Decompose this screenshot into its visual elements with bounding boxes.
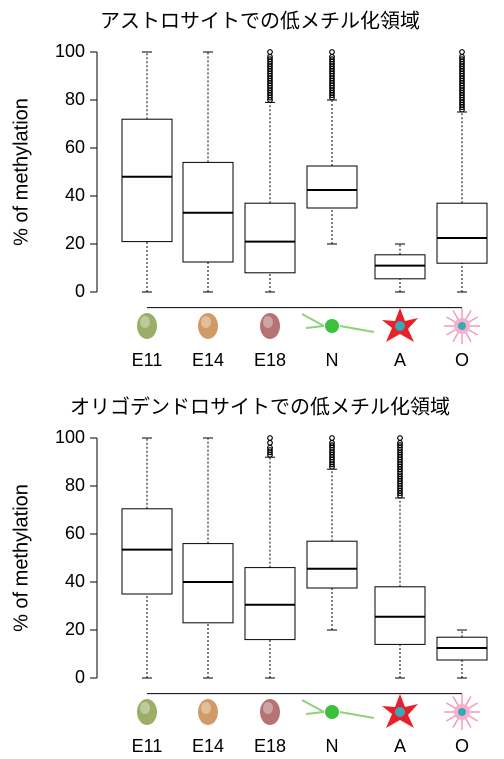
neuron-body bbox=[325, 705, 339, 719]
y-tick-label: 40 bbox=[65, 571, 85, 591]
cell-highlight bbox=[201, 702, 211, 714]
outlier bbox=[330, 436, 335, 441]
box bbox=[307, 541, 357, 588]
x-tick-label: A bbox=[394, 350, 406, 370]
outlier bbox=[460, 50, 465, 55]
box bbox=[375, 587, 425, 645]
box bbox=[437, 203, 487, 263]
box bbox=[245, 203, 295, 273]
astrocyte-nucleus bbox=[395, 707, 405, 717]
chart-title: アストロサイトでの低メチル化領域 bbox=[100, 9, 420, 32]
box bbox=[122, 119, 172, 241]
cell-highlight bbox=[140, 316, 150, 328]
outlier bbox=[330, 50, 335, 55]
x-tick-label: E18 bbox=[254, 350, 286, 370]
y-tick-label: 40 bbox=[65, 185, 85, 205]
cell-highlight bbox=[140, 702, 150, 714]
box bbox=[122, 509, 172, 594]
box bbox=[375, 255, 425, 279]
y-tick-label: 20 bbox=[65, 233, 85, 253]
cell-highlight bbox=[263, 316, 273, 328]
x-tick-label: N bbox=[326, 736, 339, 756]
y-tick-label: 0 bbox=[75, 667, 85, 687]
x-tick-label: E18 bbox=[254, 736, 286, 756]
chart-panel: アストロサイトでの低メチル化領域 % of methylation 0 20 40 60 8… bbox=[10, 9, 487, 369]
oligo-nucleus bbox=[458, 708, 466, 716]
box bbox=[183, 544, 233, 623]
box bbox=[307, 166, 357, 208]
cell-highlight bbox=[201, 316, 211, 328]
oligo-nucleus bbox=[458, 322, 466, 330]
chart-panel: オリゴデンドロサイトでの低メチル化領域 % of methylation 0 20 40… bbox=[10, 395, 487, 755]
y-tick-label: 100 bbox=[55, 427, 85, 447]
y-axis-label: % of methylation bbox=[10, 98, 32, 246]
outlier bbox=[268, 50, 273, 55]
x-tick-label: N bbox=[326, 350, 339, 370]
y-tick-label: 80 bbox=[65, 475, 85, 495]
y-tick-label: 20 bbox=[65, 619, 85, 639]
neuron-body bbox=[325, 319, 339, 333]
box bbox=[245, 568, 295, 640]
page: {"chart_data": [ {"type": "box", "title"… bbox=[0, 0, 504, 759]
y-tick-label: 60 bbox=[65, 137, 85, 157]
outlier bbox=[268, 441, 273, 446]
x-tick-label: E14 bbox=[192, 736, 224, 756]
chart-title: オリゴデンドロサイトでの低メチル化領域 bbox=[70, 395, 450, 418]
x-tick-label: E11 bbox=[132, 350, 163, 370]
x-tick-label: E11 bbox=[132, 736, 163, 756]
x-tick-label: E14 bbox=[192, 350, 224, 370]
y-tick-label: 0 bbox=[75, 281, 85, 301]
figure: アストロサイトでの低メチル化領域 % of methylation 0 20 40 60 8… bbox=[0, 0, 504, 759]
y-tick-label: 60 bbox=[65, 523, 85, 543]
x-tick-label: O bbox=[455, 736, 469, 756]
y-tick-label: 80 bbox=[65, 89, 85, 109]
astrocyte-nucleus bbox=[395, 321, 405, 331]
cell-highlight bbox=[263, 702, 273, 714]
outlier bbox=[268, 436, 273, 441]
x-tick-label: A bbox=[394, 736, 406, 756]
y-tick-label: 100 bbox=[55, 41, 85, 61]
outlier bbox=[398, 436, 403, 441]
y-axis-label: % of methylation bbox=[10, 484, 32, 632]
x-tick-label: O bbox=[455, 350, 469, 370]
